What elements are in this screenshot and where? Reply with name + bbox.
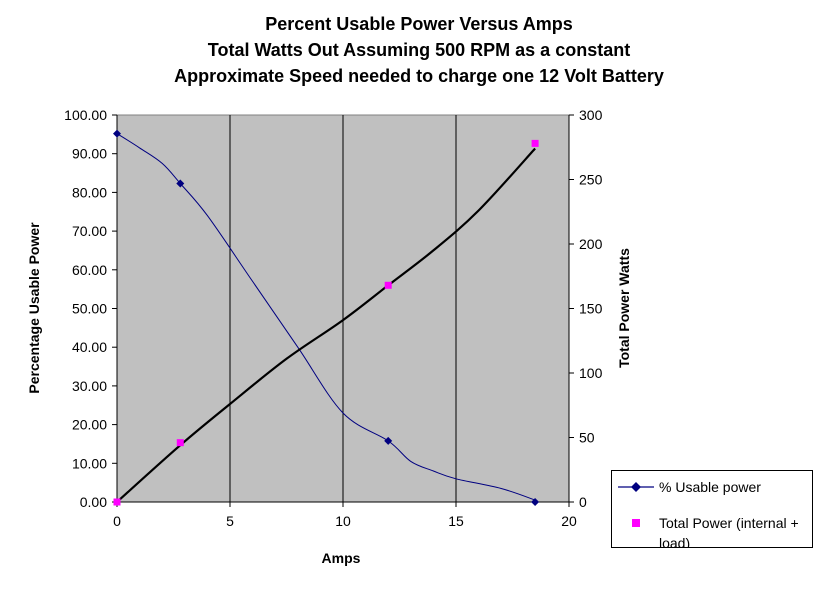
y-tick-label: 80.00 [72, 184, 107, 200]
series-curves [116, 133, 536, 503]
y2-tick-label: 300 [579, 107, 603, 123]
y-tick-label: 50.00 [72, 301, 107, 317]
legend-label-total-power: Total Power (internal + load) [659, 515, 799, 548]
y2-tick-label: 250 [579, 172, 603, 188]
y-tick-label: 30.00 [72, 378, 107, 394]
usable-power-curve [116, 133, 536, 501]
x-tick-label: 20 [561, 513, 577, 529]
y2-tick-label: 200 [579, 236, 603, 252]
y-tick-label: 70.00 [72, 223, 107, 239]
y2-tick-label: 100 [579, 365, 603, 381]
total-power-point [531, 139, 539, 147]
usable-power-point [113, 129, 121, 138]
x-tick-label: 15 [448, 513, 464, 529]
y-tick-label: 10.00 [72, 455, 107, 471]
series-markers [113, 129, 540, 506]
x-axis-label: Amps [322, 550, 361, 566]
y-tick-label: 20.00 [72, 417, 107, 433]
y-tick-label: 0.00 [80, 494, 107, 510]
diamond-icon [618, 482, 654, 492]
y2-tick-label: 50 [579, 430, 595, 446]
total-power-point [384, 281, 392, 289]
y-tick-label: 40.00 [72, 339, 107, 355]
x-tick-label: 10 [335, 513, 351, 529]
x-tick-label: 5 [226, 513, 234, 529]
usable-power-point [176, 179, 185, 188]
y2-tick-label: 150 [579, 301, 603, 317]
chart-subtitle-2: Approximate Speed needed to charge one 1… [174, 66, 664, 86]
total-power-point [176, 439, 184, 447]
y-tick-label: 60.00 [72, 262, 107, 278]
y-tick-label: 90.00 [72, 146, 107, 162]
total-power-point [113, 498, 121, 506]
total-power-curve [116, 147, 536, 503]
y2-axis-label: Total Power Watts [616, 248, 632, 368]
legend-label-usable-power: % Usable power [659, 479, 761, 495]
y2-tick-label: 0 [579, 494, 587, 510]
chart-subtitle: Total Watts Out Assuming 500 RPM as a co… [207, 40, 631, 60]
y-tick-label: 100.00 [64, 107, 107, 123]
x-tick-label: 0 [113, 513, 121, 529]
square-icon [632, 519, 640, 527]
usable-power-point [384, 436, 393, 445]
y-axis-label: Percentage Usable Power [26, 222, 42, 394]
usable-power-point [531, 498, 540, 506]
chart-title: Percent Usable Power Versus Amps [265, 14, 573, 34]
tick-labels: 0 5 10 15 20 0.00 10.00 20.00 30.00 40.00 50.00 60.… [64, 107, 602, 529]
gridlines [229, 115, 457, 502]
legend: % Usable power Total Power (internal + l… [611, 470, 813, 548]
axes [112, 114, 574, 507]
